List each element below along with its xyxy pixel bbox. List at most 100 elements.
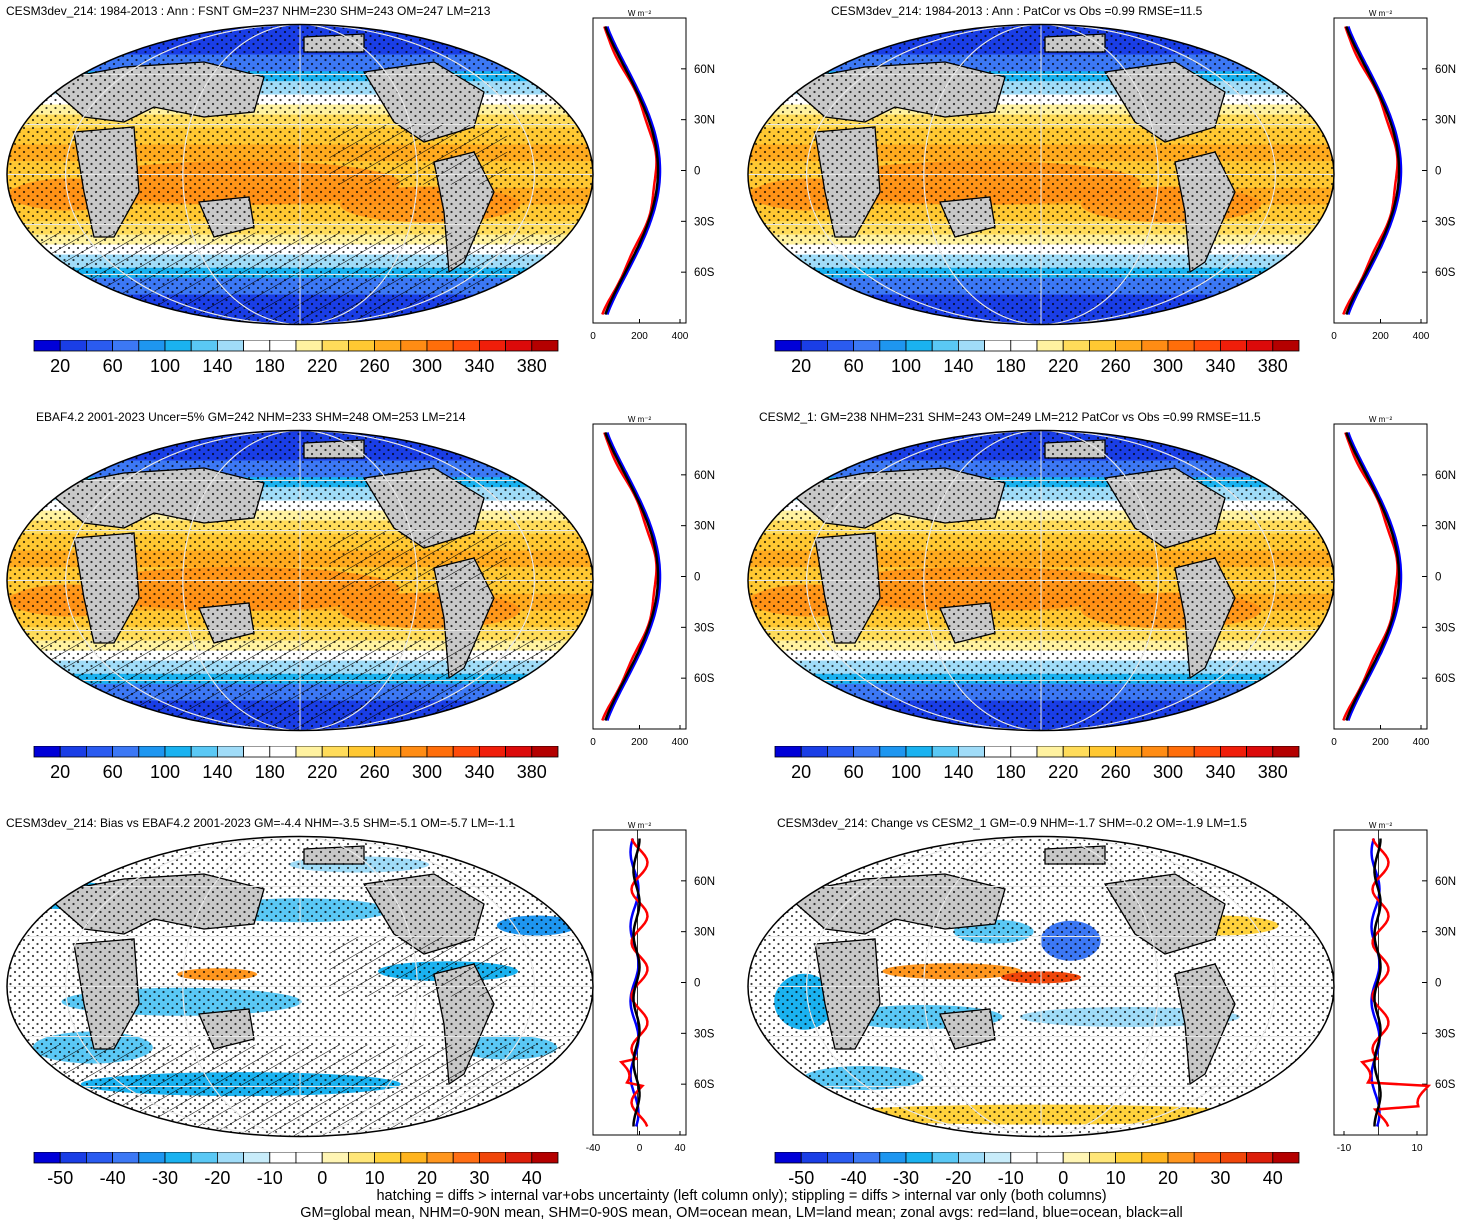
colorbar-swatch [165,340,191,351]
colorbar-swatch [880,1152,906,1163]
colorbar-label: 40 [522,1168,542,1188]
colorbar-swatch [34,746,60,757]
zonal-unit: W m⁻² [1369,821,1393,830]
colorbar-swatch [532,1152,558,1163]
colorbar-swatch [1194,746,1220,757]
colorbar-swatch [296,746,322,757]
colorbar-swatch [86,1152,112,1163]
colorbar-swatch [1089,746,1115,757]
colorbar-swatch [217,340,243,351]
zonal-unit: W m⁻² [1369,9,1393,18]
colorbar-swatch [453,1152,479,1163]
latitude-label: 60N [694,64,715,76]
colorbar-swatch [1037,340,1063,351]
latitude-label: 0 [694,166,700,178]
colorbar-swatch [479,340,505,351]
colorbar-swatch [1220,746,1246,757]
colorbar-label: 300 [412,356,442,376]
colorbar-swatch [113,1152,139,1163]
colorbar-label: -30 [152,1168,178,1188]
colorbar-swatch [270,1152,296,1163]
colorbar-swatch [375,746,401,757]
colorbar-swatch [60,340,86,351]
world-map [4,22,596,327]
colorbar-swatch [34,340,60,351]
colorbar-swatch [1063,1152,1089,1163]
zonal-curve [607,27,660,315]
colorbar-swatch [270,340,296,351]
colorbar-swatch [1194,340,1220,351]
colorbar-label: 260 [1101,356,1131,376]
colorbar-swatch [296,1152,322,1163]
colorbar-label: 340 [1205,356,1235,376]
colorbar-label: -40 [100,1168,126,1188]
latitude-label: 30N [1435,115,1456,127]
colorbar-label: -50 [788,1168,814,1188]
colorbar-label: 300 [1153,762,1183,782]
latitude-label: 30S [1435,216,1456,228]
latitude-label: 30N [694,521,715,533]
colorbar-label: 260 [360,356,390,376]
panel-change: CESM3dev_214: Change vs CESM2_1 GM=-0.9 … [741,812,1461,1212]
panel-title: EBAF4.2 2001-2023 Uncer=5% GM=242 NHM=23… [36,410,466,424]
colorbar-label: 60 [844,356,864,376]
colorbar-label: 180 [255,356,285,376]
zonal-curve [605,433,658,721]
colorbar-label: 260 [360,762,390,782]
colorbar-swatch [322,340,348,351]
latitude-label: 30N [1435,927,1456,939]
panel-title: CESM2_1: GM=238 NHM=231 SHM=243 OM=249 L… [759,410,1261,424]
colorbar-label: 100 [150,356,180,376]
world-map [4,834,596,1139]
colorbar-label: 20 [50,356,70,376]
colorbar-swatch [191,746,217,757]
colorbar-label: 220 [1048,356,1078,376]
colorbar-swatch [427,340,453,351]
colorbar-swatch [1116,340,1142,351]
colorbar-swatch [244,340,270,351]
latitude-label: 60S [694,267,715,279]
colorbar: 2060100140180220260300340380420 [0,340,560,380]
colorbar-swatch [958,340,984,351]
colorbar-swatch [1220,340,1246,351]
colorbar-label: 340 [464,762,494,782]
panel-model: CESM3dev_214: 1984-2013 : Ann : FSNT GM=… [0,0,720,400]
panel-title: CESM3dev_214: Change vs CESM2_1 GM=-0.9 … [777,816,1247,830]
colorbar-swatch [1011,1152,1037,1163]
latitude-label: 30S [1435,1028,1456,1040]
colorbar-swatch [801,746,827,757]
colorbar: 2060100140180220260300340380420 [0,746,560,786]
colorbar-label: 220 [1048,762,1078,782]
colorbar-swatch [1142,1152,1168,1163]
latitude-label: 0 [694,572,700,584]
colorbar-swatch [958,746,984,757]
zonal-tick-label: 0 [1331,737,1337,748]
latitude-label: 60S [1435,673,1456,685]
latitude-label: 60N [694,876,715,888]
colorbar: -50-40-30-20-1001020304050 [741,1152,1301,1192]
world-map [4,428,596,733]
zonal-tick-label: 200 [631,331,648,342]
colorbar-label: 180 [996,762,1026,782]
zonal-tick-label: -40 [586,1143,601,1154]
latitude-label: 30N [694,115,715,127]
colorbar-label: 380 [517,762,547,782]
colorbar-label: -40 [841,1168,867,1188]
footer-line-2: GM=global mean, NHM=0-90N mean, SHM=0-90… [0,1205,1483,1222]
colorbar-swatch [1247,340,1273,351]
colorbar-swatch [1194,1152,1220,1163]
colorbar-label: 60 [844,762,864,782]
colorbar-swatch [1168,746,1194,757]
colorbar-swatch [427,1152,453,1163]
zonal-tick-label: 0 [637,1143,643,1154]
colorbar-swatch [113,340,139,351]
zonal-curve [607,433,660,721]
colorbar-label: 20 [791,356,811,376]
zonal-tick-label: 200 [1372,331,1389,342]
colorbar-label: 140 [943,356,973,376]
colorbar-label: -10 [257,1168,283,1188]
colorbar-swatch [532,746,558,757]
zonal-curve [1343,27,1397,315]
zonal-tick-label: 200 [631,737,648,748]
